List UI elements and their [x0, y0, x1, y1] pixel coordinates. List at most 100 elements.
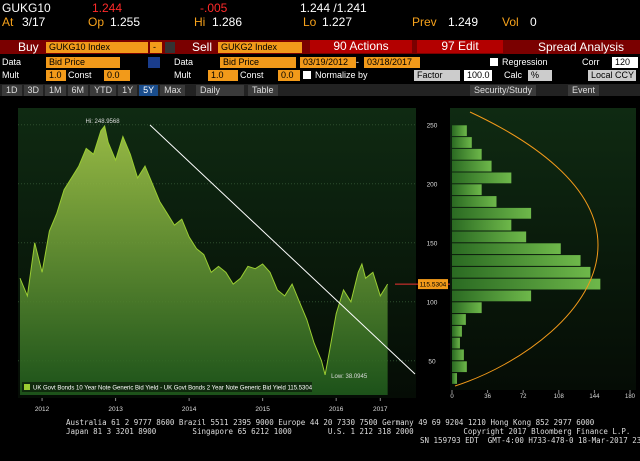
histogram-bar [452, 137, 472, 148]
footer: Australia 61 2 9777 8600 Brazil 5511 239… [0, 418, 640, 445]
range-tab[interactable]: YTD [90, 85, 117, 96]
period-dropdown[interactable]: Daily [196, 85, 244, 96]
security-field[interactable]: GUKG2 Index [218, 42, 302, 53]
low-label: Low: 38.0945 [331, 374, 368, 380]
ticker: GUKG10 [2, 1, 51, 15]
label: Op [88, 15, 105, 29]
sell-label: Sell [192, 40, 213, 54]
last-price: 1.244 [92, 1, 123, 15]
dropdown[interactable]: - [150, 42, 162, 53]
last-label: 115.5304 [420, 282, 447, 289]
field[interactable]: Bid Price [220, 57, 296, 68]
checkbox[interactable] [490, 58, 498, 66]
histogram-bar [452, 278, 601, 290]
security-field[interactable]: GUKG10 Index [46, 42, 148, 53]
field[interactable]: 1.0 [46, 70, 66, 81]
study-button[interactable]: Security/Study [470, 85, 537, 96]
line [19, 124, 389, 376]
histogram-bar [452, 290, 532, 302]
event-button[interactable]: Event [568, 85, 600, 96]
histogram-bar [452, 314, 466, 325]
label: Data [174, 57, 194, 67]
range-tab[interactable]: 3D [23, 85, 44, 96]
value: 1.227 [322, 15, 353, 29]
field[interactable]: Bid Price [46, 57, 120, 68]
histogram-bar [452, 243, 561, 255]
x-tick-label: 2013 [108, 406, 123, 413]
x-tick-label: 2015 [255, 406, 270, 413]
histogram-bar [452, 337, 460, 349]
footer-line: Japan 81 3 3201 8900 Singapore 65 6212 1… [66, 427, 631, 436]
histogram-bar [452, 148, 482, 160]
label: Prev [412, 15, 437, 29]
x-tick-label: 108 [554, 394, 565, 400]
label: Const [68, 70, 92, 80]
field[interactable]: Local CCY [588, 70, 636, 81]
field[interactable]: 120 [612, 57, 638, 68]
range-tab[interactable]: Max [160, 85, 186, 96]
field[interactable]: 0.0 [278, 70, 300, 81]
x-tick-label: 36 [484, 394, 491, 400]
label: Vol [502, 15, 519, 29]
value: 1.286 [212, 15, 243, 29]
table-tab[interactable]: Table [248, 85, 278, 96]
x-tick-label: 2017 [373, 406, 388, 413]
label: Mult [2, 70, 20, 80]
footer-line: Australia 61 2 9777 8600 Brazil 5511 239… [66, 418, 595, 427]
high-label: Hi: 248.9568 [86, 119, 121, 125]
date-field[interactable]: 03/18/2017 [364, 57, 420, 68]
histogram-bar [452, 207, 532, 219]
histogram-bar [452, 255, 581, 266]
field[interactable]: 100.0 [464, 70, 492, 81]
histogram-bar [452, 219, 512, 231]
actions-button[interactable]: 90 Actions [310, 40, 412, 53]
change: -.005 [200, 1, 228, 15]
label: Data [2, 57, 22, 67]
histogram-bar [452, 184, 482, 196]
label: Mult [174, 70, 192, 80]
checkbox[interactable] [303, 71, 311, 79]
date-field[interactable]: 03/19/2012 [300, 57, 356, 68]
range-tab[interactable]: 1D [2, 85, 22, 96]
last-box [418, 279, 448, 290]
field[interactable]: 1.0 [208, 70, 238, 81]
value: 0 [530, 15, 537, 29]
field[interactable]: % [528, 70, 552, 81]
label: Lo [303, 15, 317, 29]
legend-box [22, 382, 312, 392]
value: 3/17 [22, 15, 46, 29]
range-tab[interactable]: 5Y [139, 85, 159, 96]
histogram-bar [452, 302, 482, 314]
range-tab[interactable]: 1M [45, 85, 66, 96]
histogram-bar [452, 125, 467, 137]
label: Corr [582, 57, 600, 67]
x-tick-label: 2016 [329, 406, 344, 413]
x-tick-label: 72 [520, 394, 527, 400]
separator: - [356, 57, 359, 67]
field[interactable]: 0.0 [104, 70, 130, 81]
chart: 50 100 150 200 250 2012 2013 2014 2015 2016 2017 Hi… [18, 108, 636, 413]
regression-line [149, 124, 416, 375]
legend-swatch [24, 384, 30, 390]
edit-button[interactable]: 97 Edit [417, 40, 503, 53]
x-tick-label: 180 [625, 394, 636, 400]
swap-icon[interactable] [148, 57, 160, 68]
icon[interactable] [165, 42, 175, 53]
range-tabs: 1D 3D 1M 6M YTD 1Y 5Y Max [2, 85, 186, 96]
histogram-bar [452, 325, 462, 337]
buy-label: Buy [18, 40, 39, 54]
y-tick-label: 250 [427, 122, 438, 129]
field[interactable]: Factor [414, 70, 460, 81]
range-tab[interactable]: 1Y [118, 85, 138, 96]
y-tick-label: 150 [427, 240, 438, 247]
histogram-bar [452, 349, 464, 361]
x-tick-label: 2014 [182, 406, 197, 413]
y-tick-label: 200 [427, 181, 438, 188]
histogram-bar [452, 172, 512, 184]
range-tab[interactable]: 6M [67, 85, 89, 96]
area [20, 126, 388, 395]
x-tick-label: 2012 [35, 406, 50, 413]
label: Normalize by [315, 70, 368, 80]
histogram-bar [452, 196, 497, 207]
value: 1.255 [110, 15, 141, 29]
